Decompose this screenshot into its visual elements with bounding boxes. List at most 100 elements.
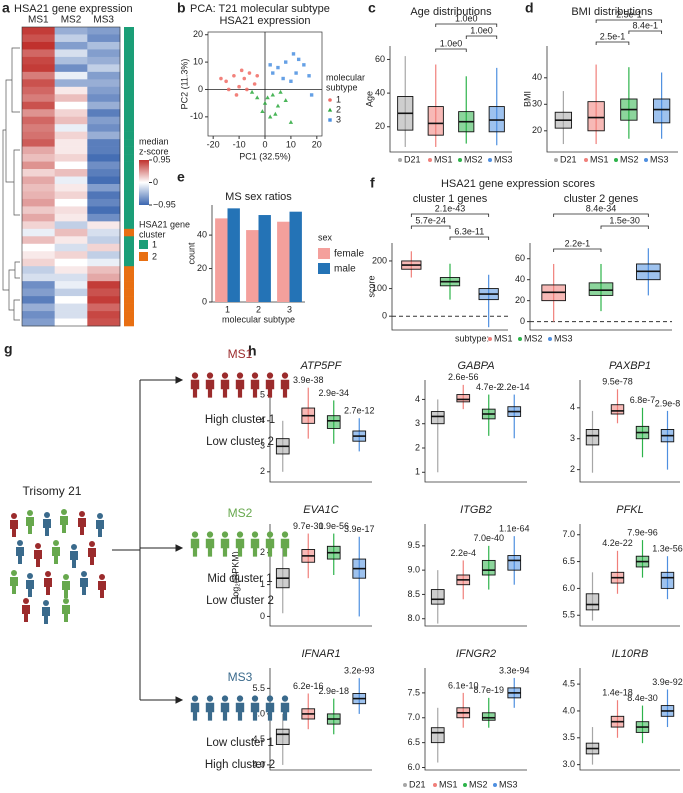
y-axis-label: BMI (522, 91, 532, 107)
heatmap-cell (54, 86, 88, 95)
dendrogram (2, 47, 20, 321)
colorbar (139, 160, 149, 205)
heatmap-cell (87, 273, 121, 282)
icon-body (220, 538, 230, 557)
person-icon (34, 543, 42, 567)
icon-head (236, 372, 244, 379)
box (427, 106, 444, 136)
icon-body (190, 538, 200, 557)
icon-body (52, 547, 60, 564)
annotation: 8.4e-34 (586, 203, 617, 213)
arrows (112, 376, 184, 704)
legend-label: MS3 (650, 154, 669, 164)
y-tick-label: 9.5 (407, 540, 420, 550)
icon-head (35, 543, 41, 549)
y-tick-label: 6.5 (562, 556, 575, 566)
heatmap-cell (54, 116, 88, 125)
icon-head (251, 695, 259, 702)
icon-body (88, 548, 96, 565)
icon-head (206, 531, 214, 538)
colorbar-label: 0.95 (153, 154, 171, 164)
icon-body (80, 578, 88, 595)
heatmap-cell (87, 296, 121, 304)
annotation: 1.0e0 (455, 13, 478, 23)
icon-head (191, 695, 199, 702)
heatmap-cell (87, 169, 121, 177)
subtype-description: High cluster 2 (205, 759, 275, 771)
person-icon (265, 531, 275, 557)
box (456, 394, 471, 403)
heatmap-cell (22, 191, 55, 200)
heatmap-cell (22, 251, 55, 260)
axis-line (391, 243, 508, 331)
person-icon (10, 570, 18, 594)
bracket (410, 213, 490, 217)
bracket (553, 248, 602, 252)
box (588, 282, 614, 296)
y-tick-label: 40 (515, 274, 525, 284)
heatmap-cell (87, 86, 121, 95)
icon-head (11, 513, 17, 519)
y-tick-label: 30 (532, 99, 542, 109)
icon-body (235, 379, 245, 398)
y-axis-label: Age (364, 91, 374, 107)
cluster-legend-key (139, 240, 148, 249)
y-tick-label: 9.0 (407, 565, 420, 575)
heatmap-cell (22, 56, 55, 65)
chart-title: HSA21 gene expression scores (441, 178, 596, 190)
point (255, 95, 260, 100)
heatmap-cell (54, 303, 88, 312)
point (249, 89, 255, 94)
legend-key (488, 158, 492, 162)
bracket (600, 225, 649, 229)
facet-title: GABPA (457, 360, 494, 372)
heatmap-cell (22, 228, 55, 237)
subtype-description: Low cluster 2 (206, 595, 274, 607)
person-icon (220, 695, 230, 721)
point (252, 82, 257, 86)
person-icon (205, 531, 215, 557)
legend-label: male (334, 264, 356, 275)
heatmap-cell (54, 176, 88, 185)
y-tick-label: 5.0 (252, 708, 265, 718)
annotation: 1.0e0 (440, 38, 463, 48)
person-icon (98, 574, 106, 598)
icon-body (60, 516, 68, 533)
point (284, 60, 288, 64)
point (273, 111, 278, 116)
x-tick-label: -20 (207, 139, 220, 149)
y-tick-label: 20 (193, 29, 203, 39)
heatmap-cell (87, 124, 121, 132)
y-tick-label: 3 (415, 418, 420, 428)
icon-head (43, 600, 49, 606)
facet-title: ATP5PF (300, 360, 343, 372)
person-icon (250, 531, 260, 557)
icon-head (71, 544, 77, 550)
cluster-legend-title: HSA21 gene (139, 219, 190, 229)
person-icon (190, 695, 200, 721)
axis-line (424, 524, 527, 627)
cluster-cell (124, 311, 134, 319)
annotation: 2.9e-34 (318, 388, 349, 398)
annotation: 1.9e-56 (318, 521, 349, 531)
heatmap-cell (54, 139, 88, 147)
heatmap-cell (87, 303, 121, 312)
icon-body (280, 702, 290, 721)
heatmap-cell (22, 131, 55, 140)
person-icon (205, 695, 215, 721)
axis-line (546, 46, 678, 153)
heatmap-cell (22, 266, 55, 274)
bar (227, 208, 240, 302)
heatmap-cell (87, 79, 121, 88)
subtype-description: Low cluster 2 (206, 436, 274, 448)
x-tick-label: 0 (262, 139, 267, 149)
legend-key (318, 248, 330, 259)
point (232, 73, 236, 78)
subtype-name: MS1 (228, 347, 253, 361)
heatmap-cell (87, 251, 121, 260)
legend-title: subtype (326, 82, 358, 92)
box (275, 728, 290, 745)
person-icon (205, 372, 215, 398)
icon-body (96, 520, 104, 537)
person-icon (190, 531, 200, 557)
